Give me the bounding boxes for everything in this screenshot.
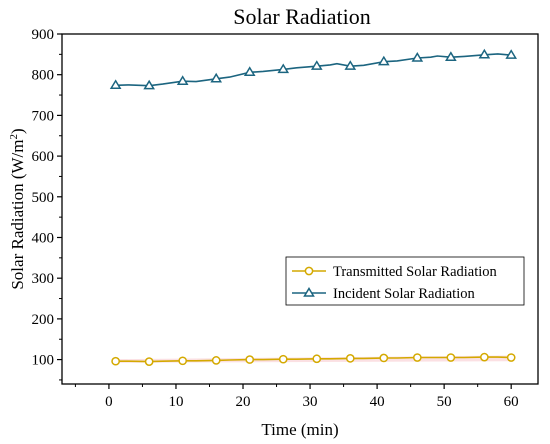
data-point-transmitted: [144, 357, 154, 366]
data-point-incident: [310, 60, 323, 70]
data-point-incident: [143, 79, 155, 90]
data-point-incident: [411, 52, 424, 62]
data-point-incident: [176, 75, 189, 85]
legend-label-transmitted: Transmitted Solar Radiation: [333, 264, 498, 280]
y-axis-label-close: ): [8, 128, 27, 134]
data-point-incident: [277, 63, 290, 74]
x-tick-label-50: 50: [437, 394, 452, 410]
data-point-incident: [377, 55, 390, 66]
data-point-incident: [243, 66, 256, 77]
data-point-transmitted: [412, 353, 422, 362]
plot-frame: [61, 33, 539, 385]
y-tick-label-600: 600: [32, 149, 55, 165]
legend: Transmitted Solar Radiation Incident Sol…: [285, 256, 525, 306]
data-point-incident: [210, 72, 223, 83]
y-tick-label-100: 100: [32, 353, 55, 369]
data-point-transmitted: [111, 356, 120, 366]
data-point-transmitted: [506, 353, 516, 362]
y-axis-label-main: Solar Radiation (W/m: [8, 140, 27, 290]
data-point-transmitted: [278, 354, 288, 364]
data-point-transmitted: [345, 354, 355, 363]
x-axis: 0 10 20 30 40 50 60: [74, 384, 519, 410]
x-tick-label-0: 0: [105, 394, 113, 410]
data-point-incident: [344, 60, 357, 70]
y-tick-label-400: 400: [32, 230, 55, 246]
data-point-incident: [505, 49, 518, 59]
x-tick-label-10: 10: [168, 394, 183, 410]
legend-box: [285, 256, 525, 306]
y-tick-label-300: 300: [32, 271, 55, 287]
data-point-transmitted: [480, 352, 489, 362]
data-point-transmitted: [312, 354, 322, 364]
y-axis-label-superscript: 2: [8, 134, 20, 140]
data-point-transmitted: [379, 353, 389, 363]
series-layer: [109, 48, 518, 366]
x-tick-label-20: 20: [236, 394, 251, 410]
data-point-transmitted: [446, 353, 456, 362]
data-point-transmitted: [178, 356, 188, 366]
y-tick-label-900: 900: [32, 27, 55, 43]
y-tick-label-200: 200: [32, 312, 55, 328]
series-line-incident: [115, 53, 512, 87]
x-tick-label-30: 30: [303, 394, 318, 410]
y-tick-label-800: 800: [32, 68, 55, 84]
x-axis-label: Time (min): [261, 420, 338, 439]
y-tick-label-700: 700: [32, 108, 55, 124]
data-point-transmitted: [245, 355, 255, 364]
data-point-transmitted: [211, 356, 221, 365]
data-point-incident: [478, 48, 491, 59]
y-axis-label: Solar Radiation (W/m2): [8, 128, 27, 289]
legend-marker-incident: [303, 287, 315, 297]
data-point-incident: [445, 51, 457, 61]
data-point-incident: [109, 79, 122, 90]
legend-label-incident: Incident Solar Radiation: [333, 286, 475, 302]
chart-title: Solar Radiation: [233, 4, 370, 29]
y-axis: 100 200 300 400 500 600 700 800 900: [32, 27, 62, 381]
x-tick-label-60: 60: [504, 394, 519, 410]
x-tick-label-40: 40: [370, 394, 385, 410]
y-tick-label-500: 500: [32, 190, 55, 206]
legend-marker-transmitted: [304, 266, 314, 276]
